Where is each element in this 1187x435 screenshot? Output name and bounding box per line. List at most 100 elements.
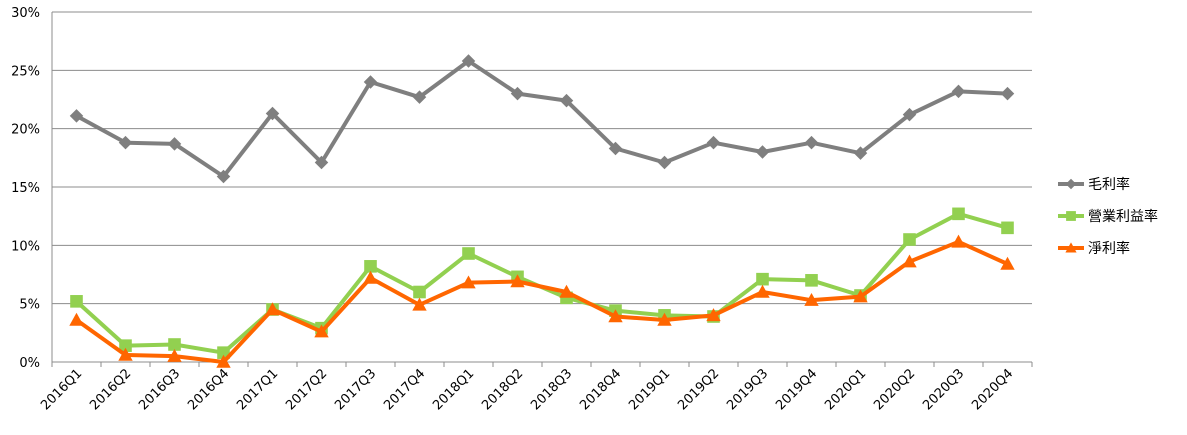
data-point [903,233,916,246]
data-point [706,308,721,322]
legend-item: 營業利益率 [1058,208,1158,225]
data-point [119,339,132,352]
data-point [314,155,329,170]
x-tick-label: 2018Q4 [577,366,624,413]
data-point [608,309,623,323]
y-tick-label: 20% [11,123,40,138]
x-tick-label: 2016Q1 [38,366,85,413]
data-point [412,297,427,311]
x-tick-label: 2018Q3 [528,366,575,413]
data-point [69,312,84,326]
data-point [755,145,770,159]
data-point [755,284,770,298]
axes [51,12,1033,367]
data-point [1066,211,1076,221]
data-point [510,86,525,101]
x-tick-label: 2017Q3 [332,366,379,413]
x-tick-label: 2019Q4 [773,366,820,413]
y-tick-label: 30% [11,6,40,21]
x-tick-label: 2020Q3 [920,366,967,413]
x-tick-label: 2017Q2 [283,366,330,413]
data-point [413,285,426,299]
data-point [1000,256,1015,270]
y-tick-label: 25% [11,64,40,79]
gridlines [52,11,1032,305]
series-1 [70,207,1014,359]
data-point [657,312,672,326]
series-line [75,59,1008,179]
data-point [559,93,574,108]
series-2 [69,234,1015,368]
x-tick-label: 2019Q2 [675,366,722,413]
data-point [657,155,672,170]
legend-label: 營業利益率 [1088,208,1158,225]
x-tick-label: 2016Q3 [136,366,183,413]
data-point [69,109,84,123]
data-point [756,272,769,286]
x-tick-label: 2020Q4 [969,366,1016,413]
data-point [168,338,181,351]
x-tick-label: 2016Q2 [87,366,134,413]
data-series [69,54,1015,368]
data-point [951,234,966,248]
series-line [75,211,1009,355]
data-point [314,324,329,338]
y-axis-tick-labels: 0% 5% 10% 15% 20% 25% 30% [11,6,40,371]
data-point [853,146,868,160]
data-point [510,274,525,288]
series-line [75,239,1009,364]
x-tick-label: 2019Q3 [724,366,771,413]
data-point [167,137,182,151]
x-tick-label: 2017Q1 [234,366,281,413]
data-point [1000,86,1015,101]
x-axis-tick-labels: 2016Q1 2016Q2 2016Q3 2016Q4 2017Q1 2017Q2 2017… [38,366,1016,413]
data-point [706,135,721,150]
data-point [363,270,378,284]
data-point [853,289,868,303]
data-point [1001,221,1014,235]
x-tick-label: 2017Q4 [381,366,428,413]
series-0 [69,54,1015,184]
x-tick-label: 2020Q1 [822,366,869,413]
y-tick-label: 15% [11,181,40,196]
data-point [265,106,280,121]
data-point [1065,178,1077,190]
legend-label: 淨利率 [1088,240,1130,257]
x-tick-label: 2018Q1 [430,366,477,413]
data-point [167,348,182,362]
data-point [364,260,377,273]
data-point [363,75,378,89]
data-point [461,275,476,289]
data-point [265,302,280,316]
data-point [902,107,917,122]
legend-label: 毛利率 [1088,176,1130,193]
x-tick-label: 2020Q2 [871,366,918,413]
x-tick-label: 2016Q4 [185,366,232,413]
data-point [461,54,476,68]
data-point [805,274,818,287]
data-point [952,207,965,221]
x-tick-label: 2018Q2 [479,366,526,413]
y-tick-label: 5% [19,298,40,313]
data-point [118,347,133,361]
y-tick-label: 10% [11,239,40,254]
data-point [216,169,231,184]
data-point [608,141,623,156]
data-point [412,90,427,104]
data-point [70,295,83,308]
legend-item: 淨利率 [1058,240,1130,257]
data-point [804,135,819,150]
data-point [559,284,574,298]
data-point [118,135,133,150]
data-point [804,292,819,306]
x-tick-label: 2019Q1 [626,366,673,413]
data-point [902,254,917,268]
y-tick-label: 0% [19,356,40,371]
legend-item: 毛利率 [1058,176,1130,193]
data-point [1065,242,1077,253]
data-point [462,247,475,260]
data-point [216,354,231,368]
data-point [951,84,966,99]
